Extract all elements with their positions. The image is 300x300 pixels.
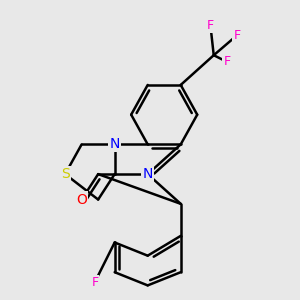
Text: N: N	[110, 137, 120, 152]
Text: S: S	[61, 167, 70, 181]
Text: N: N	[142, 167, 153, 181]
Text: F: F	[207, 19, 214, 32]
Text: F: F	[233, 29, 240, 42]
Text: F: F	[224, 55, 230, 68]
Text: O: O	[76, 193, 87, 206]
Text: F: F	[91, 276, 98, 289]
